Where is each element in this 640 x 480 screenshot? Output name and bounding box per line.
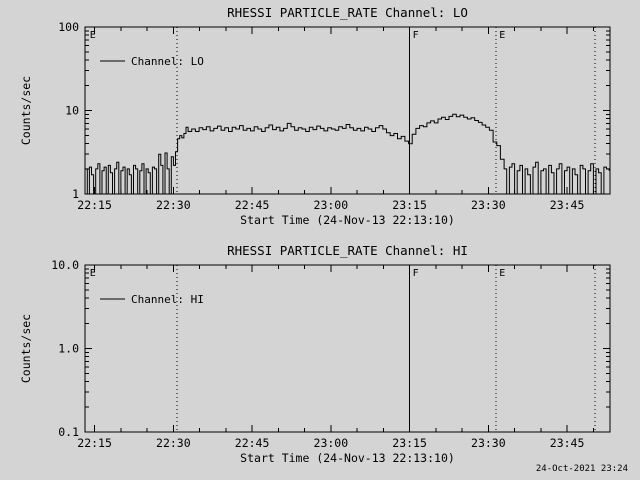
plot-frame (84, 264, 611, 433)
y-tick-label: 1.0 (58, 342, 79, 356)
legend-label: Channel: HI (131, 293, 204, 306)
x-axis-title: Start Time (24-Nov-13 22:13:10) (240, 451, 455, 465)
series-lo (85, 113, 610, 194)
plot-creation-timestamp: 24-Oct-2021 23:24 (535, 464, 628, 474)
event-flag-f: F (413, 268, 419, 279)
legend-label: Channel: LO (131, 55, 204, 68)
y-axis-title: Counts/sec (19, 314, 33, 383)
y-tick-label: 1 (72, 187, 79, 201)
x-tick-label: 22:45 (235, 198, 270, 212)
chart-lo-svg: RHESSI PARTICLE_RATE Channel: LO 22:15 22:… (19, 5, 611, 227)
y-tick-label: 100 (58, 20, 79, 34)
x-tick-label: 22:15 (77, 198, 112, 212)
particle-rate-lo-panel: RHESSI PARTICLE_RATE Channel: LO 22:15 22:… (0, 2, 640, 238)
x-tick-label: 23:45 (550, 436, 585, 450)
event-flag-e: E (90, 30, 96, 41)
plot-frame (84, 26, 611, 195)
event-flag-f: F (413, 30, 419, 41)
x-tick-label: 23:45 (550, 198, 585, 212)
x-tick-label: 22:30 (156, 198, 191, 212)
chart-hi-svg: RHESSI PARTICLE_RATE Channel: HI 22:15 22:… (19, 243, 611, 465)
particle-rate-hi-panel: RHESSI PARTICLE_RATE Channel: HI 22:15 22:… (0, 240, 640, 476)
y-axis-title: Counts/sec (19, 76, 33, 145)
chart-title: RHESSI PARTICLE_RATE Channel: HI (227, 243, 468, 258)
x-tick-label: 23:00 (314, 436, 349, 450)
x-tick-label: 23:30 (471, 198, 506, 212)
x-tick-label: 23:15 (392, 198, 427, 212)
event-flag-e: E (90, 268, 96, 279)
x-tick-label: 23:00 (314, 198, 349, 212)
x-tick-label: 23:15 (392, 436, 427, 450)
y-tick-label: 10 (65, 104, 79, 118)
x-tick-label: 23:30 (471, 436, 506, 450)
x-tick-label: 22:30 (156, 436, 191, 450)
y-tick-label: 10.0 (51, 258, 79, 272)
chart-title: RHESSI PARTICLE_RATE Channel: LO (227, 5, 468, 20)
x-axis-title: Start Time (24-Nov-13 22:13:10) (240, 213, 455, 227)
y-tick-label: 0.1 (58, 425, 79, 439)
event-flag-e: E (499, 30, 505, 41)
x-tick-label: 22:15 (77, 436, 112, 450)
x-tick-label: 22:45 (235, 436, 270, 450)
event-flag-e: E (499, 268, 505, 279)
